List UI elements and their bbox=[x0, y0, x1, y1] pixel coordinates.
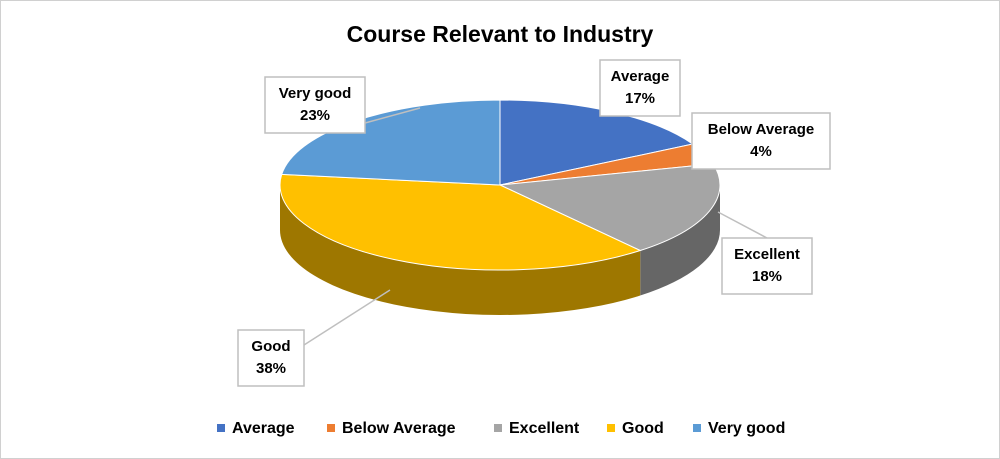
legend-label: Average bbox=[232, 420, 295, 437]
pie-side bbox=[640, 185, 720, 296]
pie-side bbox=[280, 185, 641, 315]
label-box bbox=[599, 59, 681, 117]
label-value: 4% bbox=[750, 143, 772, 160]
pie-slice bbox=[498, 163, 721, 252]
label-category: Below Average bbox=[708, 121, 814, 138]
legend-swatch bbox=[217, 424, 225, 432]
label-value: 17% bbox=[625, 90, 655, 107]
leader-line bbox=[303, 289, 391, 346]
legend-swatch bbox=[327, 424, 335, 432]
legend-label: Excellent bbox=[509, 420, 580, 437]
leader-line bbox=[364, 107, 421, 124]
legend-label: Good bbox=[622, 420, 664, 437]
label-category: Very good bbox=[279, 85, 352, 102]
legend-swatch bbox=[494, 424, 502, 432]
label-box bbox=[691, 112, 831, 170]
chart-title: Course Relevant to Industry bbox=[347, 21, 654, 47]
label-value: 18% bbox=[752, 268, 782, 285]
label-value: 23% bbox=[300, 107, 330, 124]
legend-swatch bbox=[693, 424, 701, 432]
legend-swatch bbox=[607, 424, 615, 432]
label-category: Average bbox=[611, 68, 670, 85]
label-box bbox=[264, 76, 366, 134]
label-box bbox=[721, 237, 813, 295]
label-category: Excellent bbox=[734, 246, 800, 263]
leader-line bbox=[717, 211, 768, 239]
label-box bbox=[237, 329, 305, 387]
label-value: 38% bbox=[256, 360, 286, 377]
legend-label: Very good bbox=[708, 420, 785, 437]
legend-label: Below Average bbox=[342, 420, 456, 437]
label-category: Good bbox=[251, 338, 290, 355]
pie-slice bbox=[279, 173, 642, 271]
